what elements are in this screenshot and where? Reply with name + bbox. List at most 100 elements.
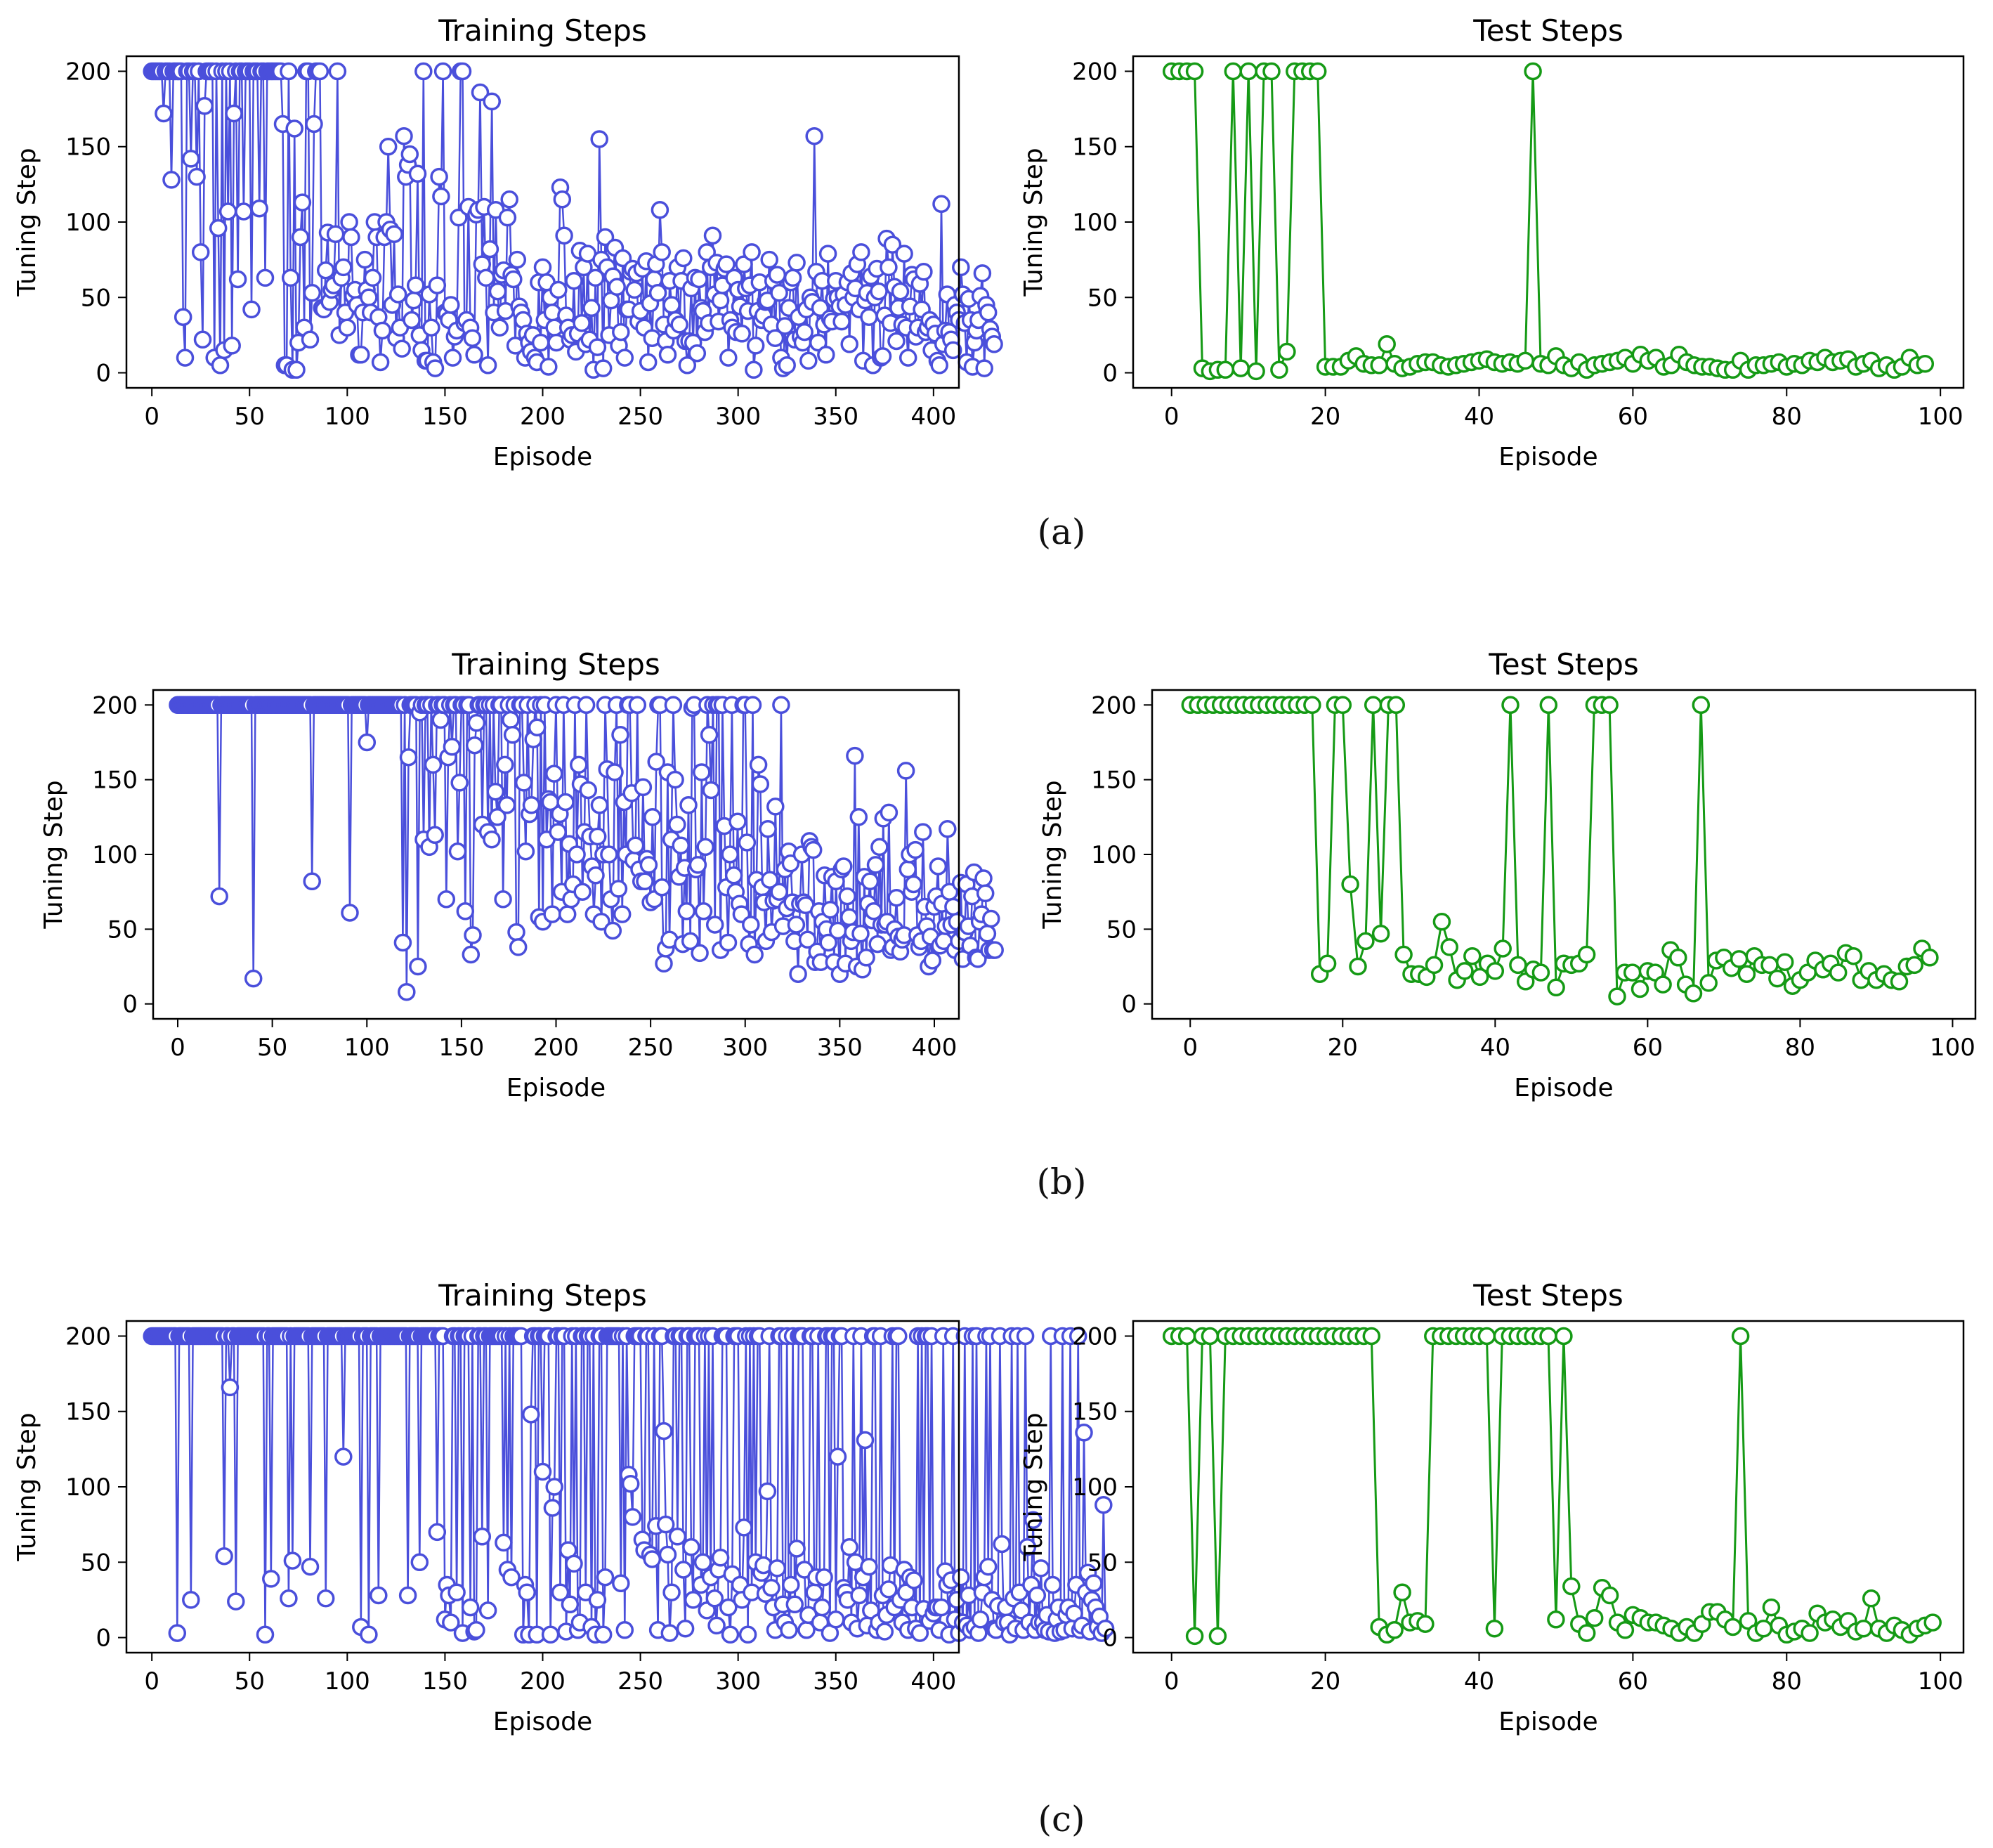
data-point [1585, 1608, 1604, 1627]
data-point [477, 268, 495, 287]
data-point [745, 945, 764, 964]
data-point [565, 1554, 583, 1573]
data-point [301, 330, 320, 349]
chart-panel-a-test: Test Steps Episode Tuning Step 0 20 40 60 80 100… [1019, 13, 1965, 471]
data-point [285, 119, 303, 138]
data-point [1539, 1327, 1557, 1346]
data-point [1028, 1586, 1047, 1605]
data-point [221, 1378, 240, 1397]
data-point [426, 826, 444, 845]
data-point [906, 840, 924, 859]
data-point [218, 202, 237, 221]
x-tick-label: 50 [235, 1667, 265, 1696]
x-tick-label: 20 [1310, 403, 1340, 431]
data-point [209, 219, 228, 237]
data-point [1844, 946, 1863, 965]
x-tick-label: 250 [617, 1667, 663, 1696]
data-point [1692, 696, 1711, 715]
y-tick-label: 0 [96, 360, 111, 388]
data-point [861, 872, 880, 891]
y-axis-label: Tuning Step [1019, 148, 1048, 297]
data-point [827, 1611, 845, 1629]
data-point [1921, 949, 1939, 967]
data-point [647, 753, 665, 771]
data-point [1539, 696, 1558, 715]
data-point [1278, 342, 1296, 361]
data-point [952, 258, 970, 277]
data-point [643, 808, 662, 826]
data-point [658, 346, 677, 364]
y-tick-label: 0 [1102, 360, 1118, 388]
data-point [588, 827, 607, 846]
data-point [467, 1621, 485, 1639]
y-tick-label: 200 [65, 58, 111, 86]
data-point [705, 916, 724, 934]
x-tick-label: 0 [1164, 1667, 1180, 1696]
data-point [242, 300, 261, 319]
data-point [798, 930, 817, 949]
data-point [670, 315, 688, 334]
data-point [1494, 939, 1512, 958]
data-point [1318, 954, 1337, 973]
data-point [1032, 1559, 1050, 1577]
data-point [1096, 1619, 1115, 1638]
data-point [287, 360, 306, 379]
data-point [1531, 963, 1550, 982]
data-point [759, 820, 777, 838]
chart-title: Training Steps [438, 13, 647, 48]
data-point [1270, 360, 1288, 379]
x-tick-label: 50 [235, 403, 265, 431]
data-point [174, 308, 192, 326]
data-point [406, 276, 425, 294]
data-point [556, 793, 575, 812]
data-point [719, 1598, 738, 1617]
data-point [341, 904, 359, 922]
data-point [453, 62, 472, 81]
data-point [702, 781, 721, 800]
chart-title: Test Steps [1472, 13, 1623, 48]
x-tick-label: 250 [617, 403, 663, 431]
data-point [1923, 1613, 1942, 1632]
x-axis-label: Episode [493, 443, 592, 471]
data-point [724, 866, 743, 885]
data-point [1018, 1538, 1037, 1556]
data-point [1516, 351, 1534, 370]
data-point [749, 755, 768, 774]
data-point [766, 798, 785, 816]
data-point [608, 278, 626, 297]
data-point [1043, 1575, 1062, 1594]
data-point [636, 872, 654, 891]
data-point [408, 164, 427, 183]
data-point [215, 1547, 233, 1566]
data-point [857, 949, 875, 967]
data-point [393, 339, 411, 358]
y-tick-label: 0 [96, 1625, 111, 1653]
x-tick-label: 300 [715, 1667, 761, 1696]
data-point [891, 282, 910, 301]
data-point [760, 250, 778, 269]
data-point [193, 330, 212, 349]
data-point [612, 1574, 630, 1593]
data-point [522, 796, 541, 814]
data-point [428, 1523, 447, 1542]
y-tick-label: 200 [1072, 1322, 1118, 1351]
y-tick-label: 100 [1091, 841, 1137, 869]
data-point [782, 1575, 800, 1594]
data-point [1723, 1618, 1742, 1636]
data-point [932, 1598, 950, 1617]
data-point [533, 258, 552, 277]
data-point [719, 349, 738, 367]
y-tick-label: 150 [65, 1398, 111, 1426]
data-point [502, 710, 520, 729]
x-tick-label: 400 [910, 403, 956, 431]
y-axis-label: Tuning Step [1038, 780, 1067, 929]
data-point [518, 1583, 536, 1601]
x-axis-label: Episode [1514, 1074, 1613, 1102]
data-point [785, 1595, 804, 1614]
data-point [717, 255, 736, 273]
data-point [483, 92, 501, 111]
data-point [426, 359, 445, 377]
data-point [887, 332, 906, 351]
x-tick-label: 100 [325, 1667, 370, 1696]
plot-frame [1132, 1320, 1965, 1654]
